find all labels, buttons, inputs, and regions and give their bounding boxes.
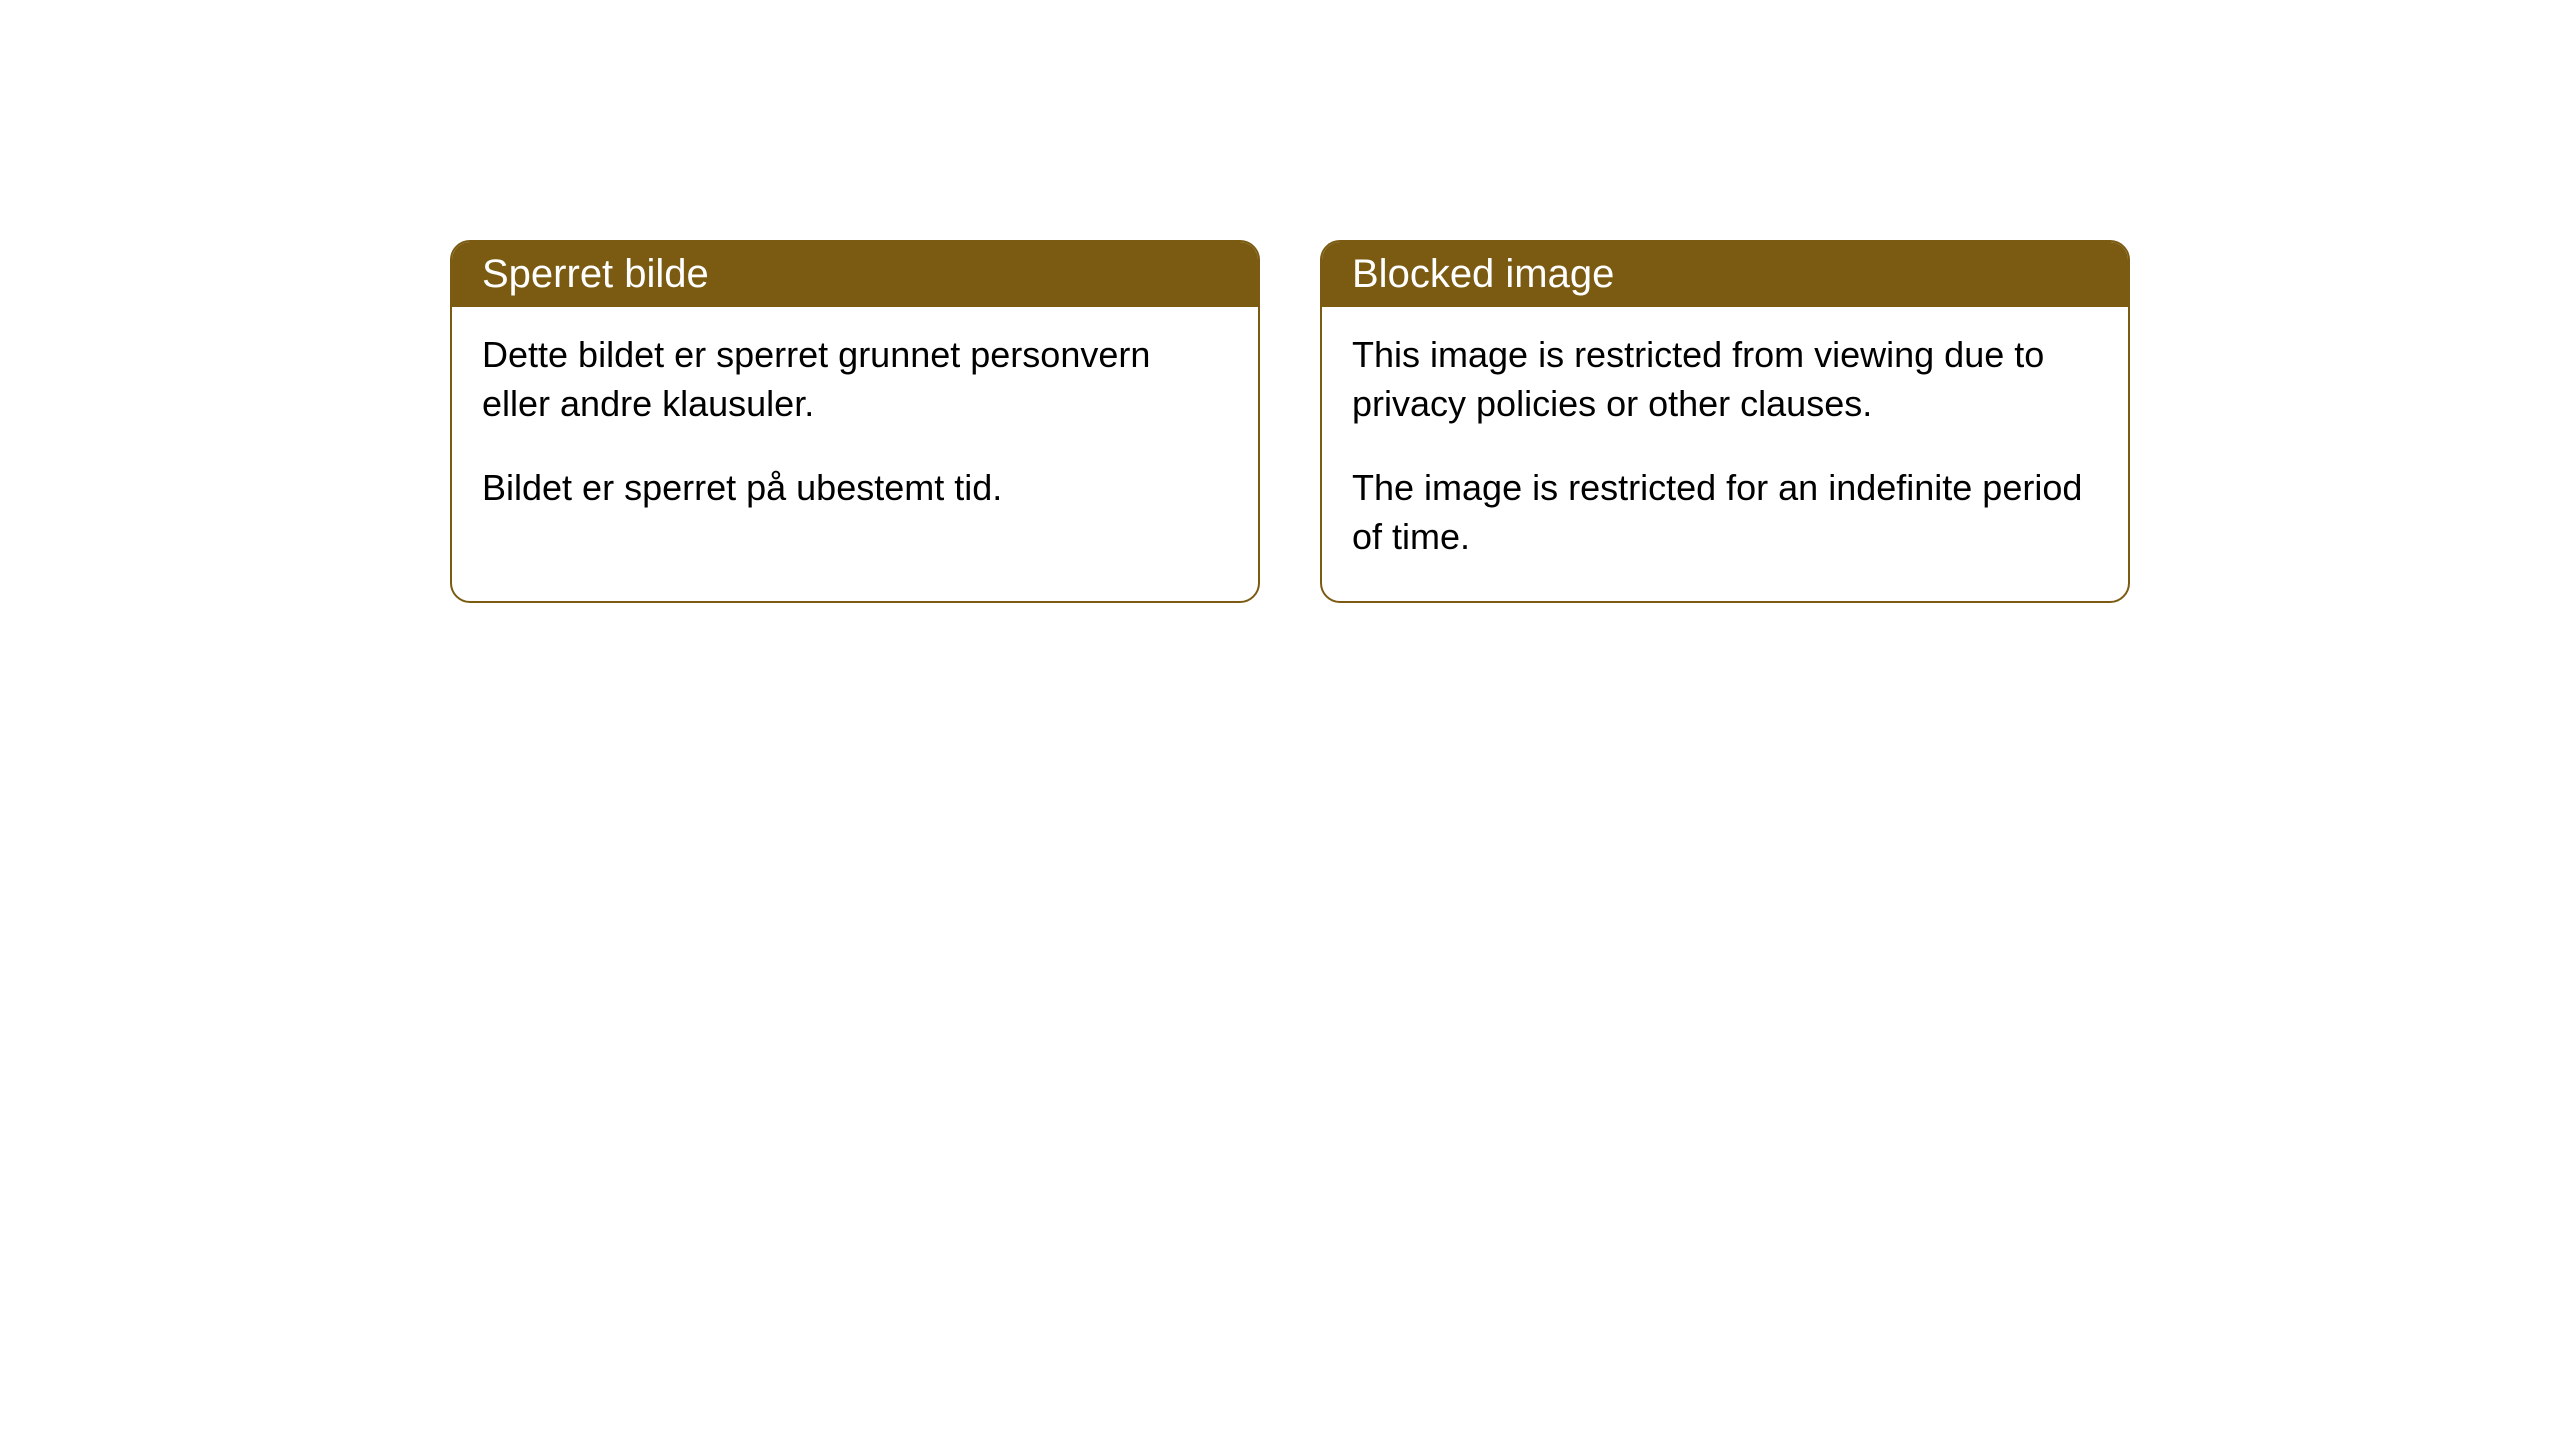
notice-paragraph: The image is restricted for an indefinit… xyxy=(1352,464,2098,561)
notice-body-norwegian: Dette bildet er sperret grunnet personve… xyxy=(452,307,1258,553)
notice-body-english: This image is restricted from viewing du… xyxy=(1322,307,2128,601)
notice-paragraph: This image is restricted from viewing du… xyxy=(1352,331,2098,428)
notice-header-norwegian: Sperret bilde xyxy=(452,242,1258,307)
notice-header-english: Blocked image xyxy=(1322,242,2128,307)
notice-paragraph: Dette bildet er sperret grunnet personve… xyxy=(482,331,1228,428)
notice-title: Sperret bilde xyxy=(482,252,709,296)
notice-card-english: Blocked image This image is restricted f… xyxy=(1320,240,2130,603)
notice-card-norwegian: Sperret bilde Dette bildet er sperret gr… xyxy=(450,240,1260,603)
notice-container: Sperret bilde Dette bildet er sperret gr… xyxy=(0,0,2560,603)
notice-title: Blocked image xyxy=(1352,252,1614,296)
notice-paragraph: Bildet er sperret på ubestemt tid. xyxy=(482,464,1228,513)
